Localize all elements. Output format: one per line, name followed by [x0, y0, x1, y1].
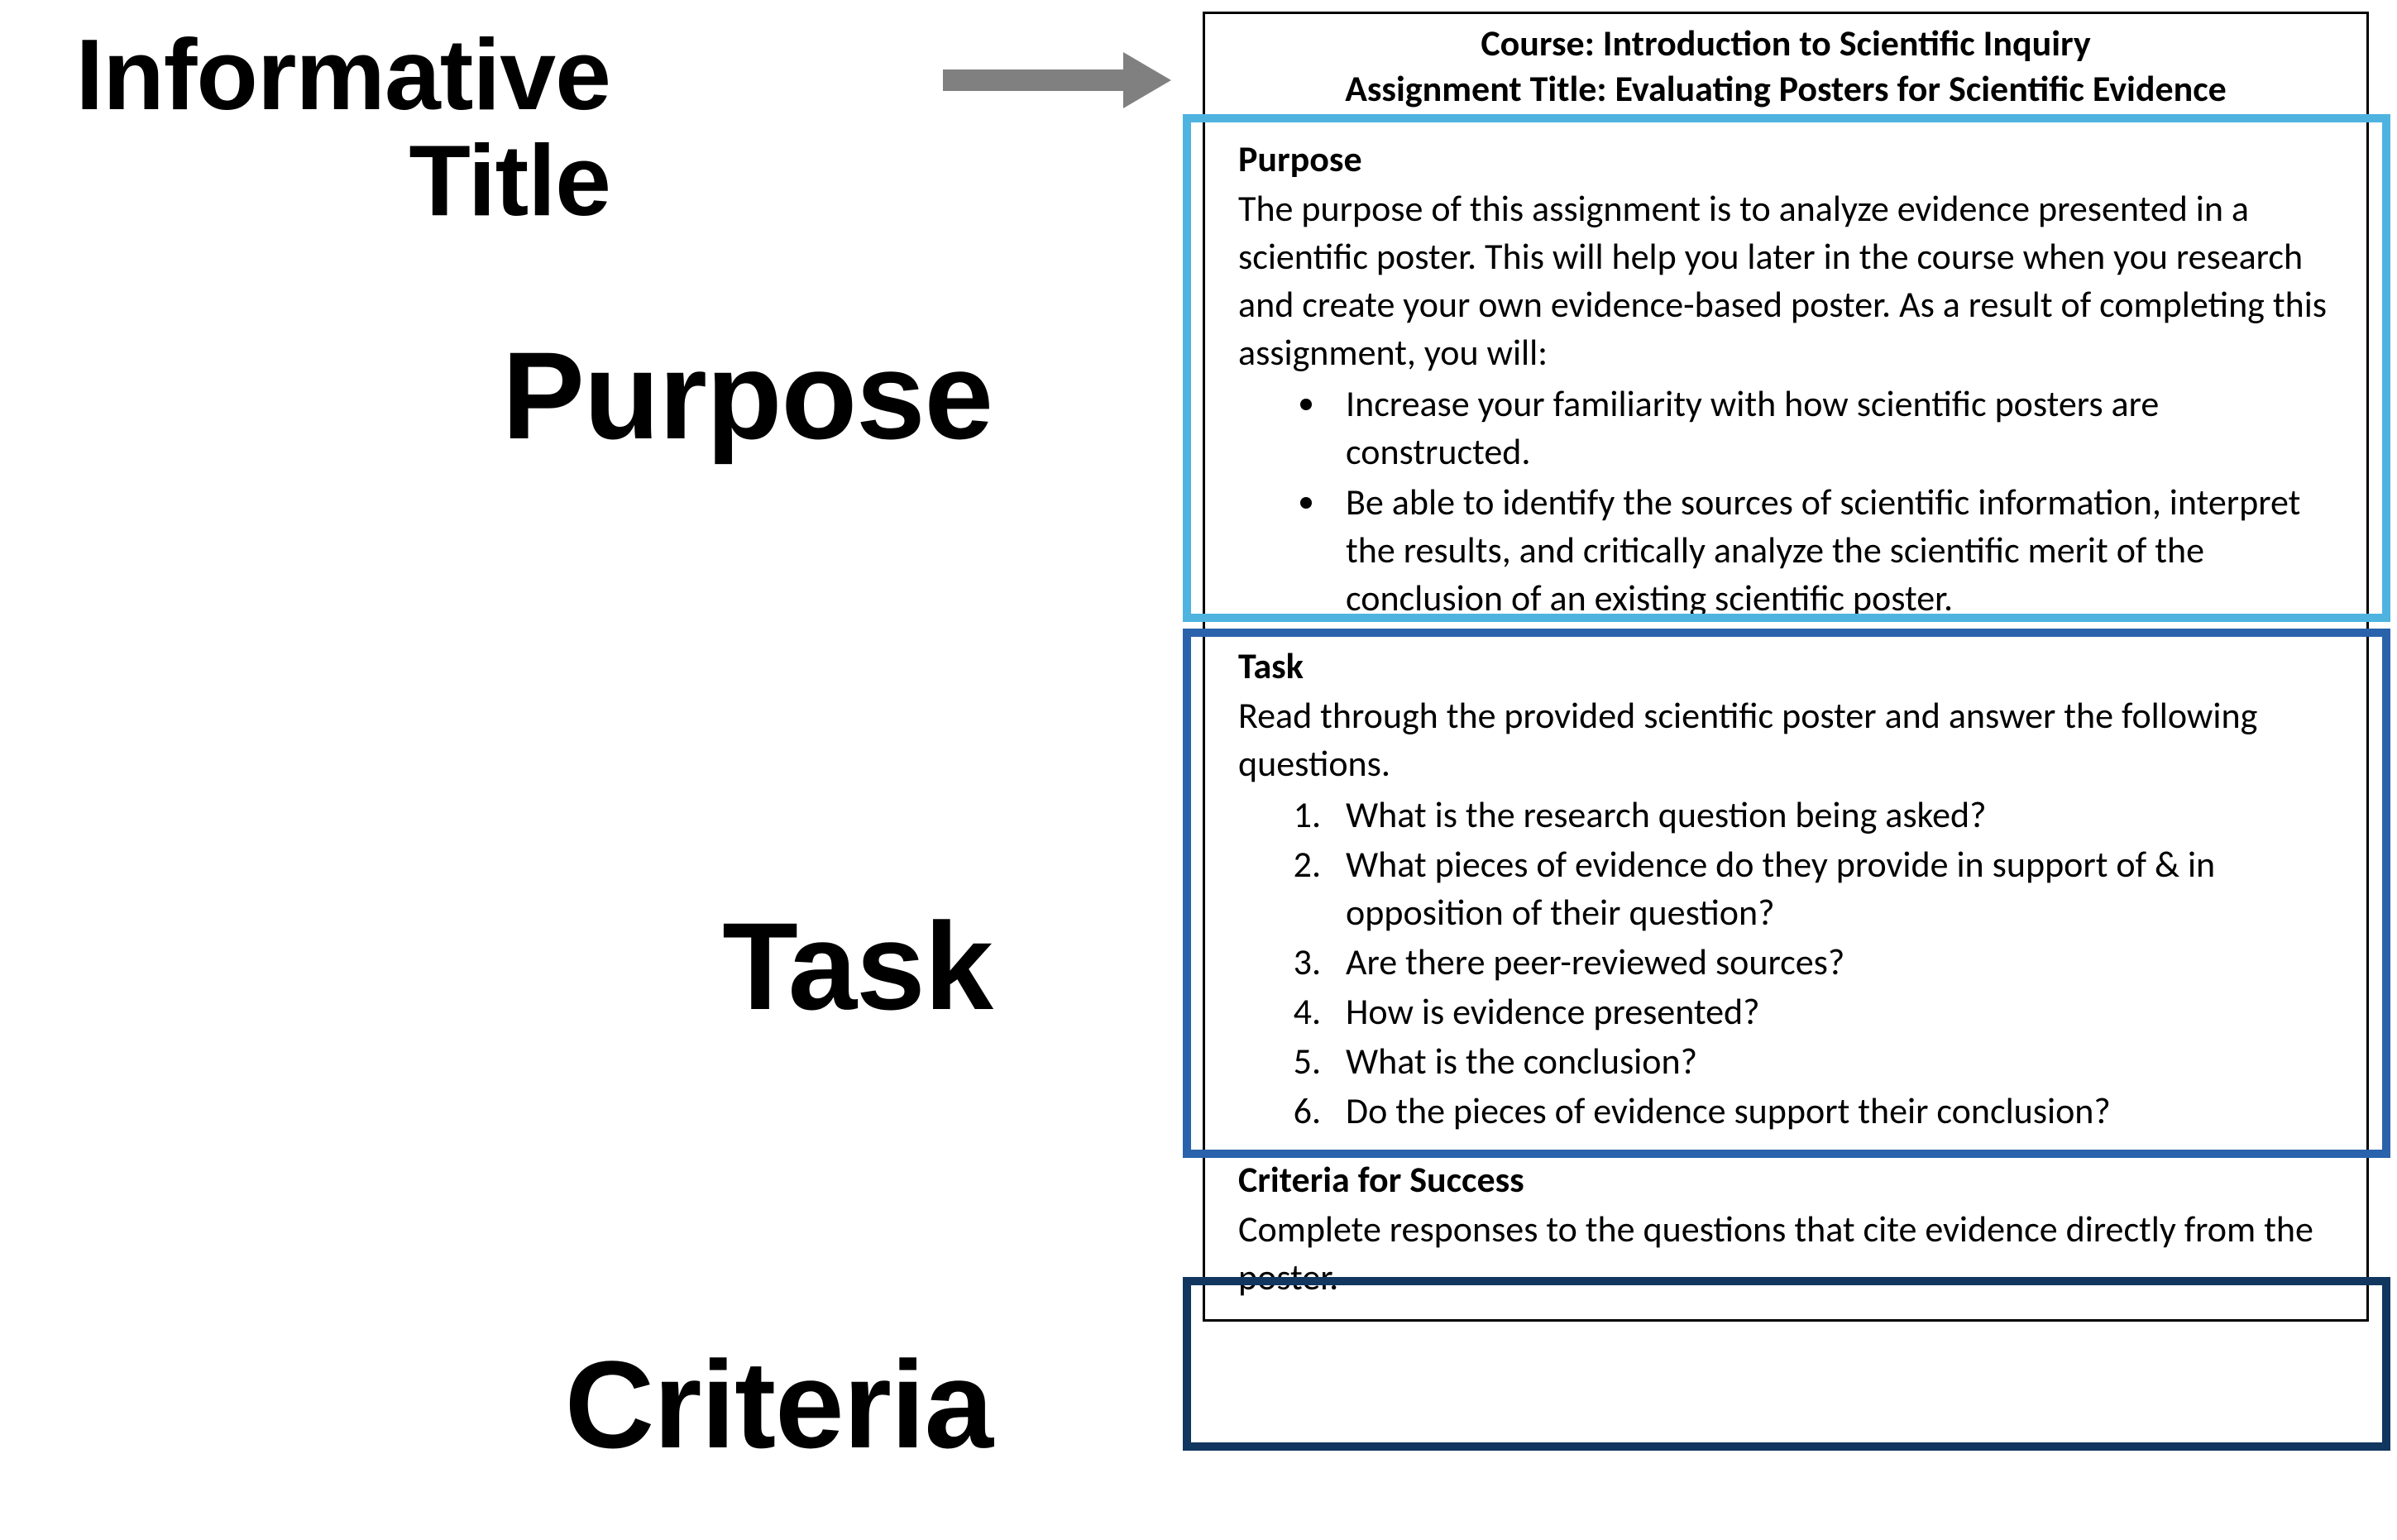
doc-header-line2: Assignment Title: Evaluating Posters for… — [1230, 66, 2342, 112]
purpose-section: Purpose The purpose of this assignment i… — [1205, 127, 2366, 634]
list-item: How is evidence presented? — [1329, 988, 2342, 1035]
purpose-bullets: Increase your familiarity with how scien… — [1238, 380, 2342, 621]
purpose-heading: Purpose — [1238, 135, 2342, 183]
doc-header-line1: Course: Introduction to Scientific Inqui… — [1230, 21, 2342, 66]
label-purpose: Purpose — [502, 331, 993, 462]
list-item: What is the research question being aske… — [1329, 791, 2342, 839]
doc-header: Course: Introduction to Scientific Inqui… — [1205, 14, 2366, 127]
label-task: Task — [722, 902, 993, 1032]
list-item: Be able to identify the sources of scien… — [1329, 478, 2342, 622]
list-item: Increase your familiarity with how scien… — [1329, 380, 2342, 476]
list-item: What pieces of evidence do they provide … — [1329, 840, 2342, 936]
arrow-icon — [943, 65, 1183, 96]
list-item: Are there peer-reviewed sources? — [1329, 938, 2342, 986]
purpose-intro: The purpose of this assignment is to ana… — [1238, 184, 2342, 376]
label-criteria: Criteria — [565, 1340, 993, 1471]
task-list: What is the research question being aske… — [1238, 791, 2342, 1136]
task-heading: Task — [1238, 642, 2342, 690]
criteria-section: Criteria for Success Complete responses … — [1205, 1147, 2366, 1311]
list-item: What is the conclusion? — [1329, 1037, 2342, 1085]
criteria-heading: Criteria for Success — [1238, 1155, 2342, 1203]
criteria-text: Complete responses to the questions that… — [1238, 1205, 2342, 1301]
label-informative-title: Informative Title — [0, 22, 610, 233]
list-item: Do the pieces of evidence support their … — [1329, 1087, 2342, 1135]
task-intro: Read through the provided scientific pos… — [1238, 691, 2342, 787]
canvas: Informative Title Purpose Task Criteria … — [0, 0, 2397, 1540]
assignment-document: Course: Introduction to Scientific Inqui… — [1203, 12, 2369, 1322]
task-section: Task Read through the provided scientifi… — [1205, 634, 2366, 1147]
